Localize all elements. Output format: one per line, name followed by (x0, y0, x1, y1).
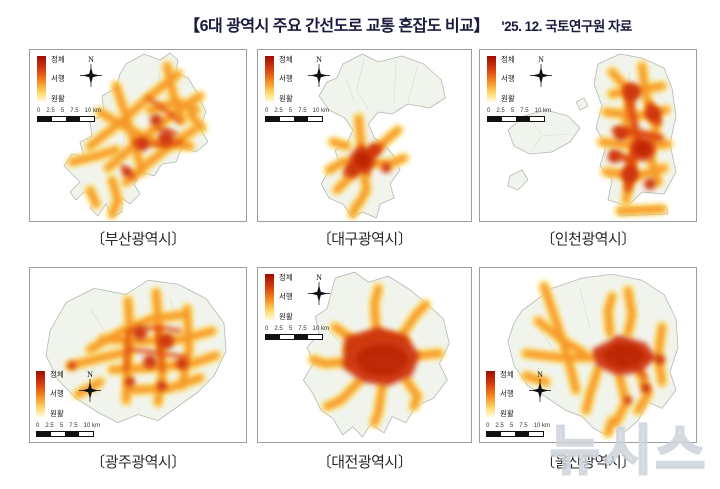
svg-text:N: N (87, 370, 93, 379)
legend-label-slow: 서행 (279, 292, 293, 302)
map-panel-daejeon: 정체 서행 원활 N 0 2.5 5 7.5 10 km (257, 267, 472, 443)
caption-incheon: 〔인천광역시〕 (540, 231, 636, 248)
svg-text:N: N (316, 55, 322, 64)
newsis-watermark: 뉴시스 (549, 420, 709, 483)
scalebar-ticks: 0 2.5 5 7.5 10 km (486, 423, 550, 429)
legend-label-free: 원활 (279, 311, 293, 321)
compass-rose-icon: N (528, 370, 551, 402)
map-panel-ulsan: 정체 서행 원활 N 0 2.5 5 7.5 10 km (479, 267, 697, 443)
caption-busan: 〔부산광역시〕 (90, 231, 186, 248)
svg-text:N: N (316, 273, 322, 282)
compass-rose-icon: N (529, 55, 552, 87)
legend-label-slow: 서행 (279, 74, 293, 84)
compass-rose-icon: N (79, 55, 102, 87)
legend-label-free: 원활 (501, 93, 515, 103)
legend-label-free: 원활 (50, 408, 64, 418)
svg-text:N: N (88, 55, 94, 64)
legend-label-free: 원활 (279, 93, 293, 103)
map-legend: 정체 서행 원활 N 0 2.5 5 7.5 10 km (486, 370, 552, 437)
scalebar-ticks: 0 2.5 5 7.5 10 km (265, 326, 329, 332)
scalebar-ticks: 0 2.5 5 7.5 10 km (487, 108, 551, 114)
daegu-traffic-map (318, 53, 446, 221)
congestion-colorbar (36, 371, 45, 417)
map-legend: 정체 서행 원활 N 0 2.5 5 7.5 10 km (265, 273, 331, 340)
map-legend: 정체 서행 원활 N 0 2.5 5 7.5 10 km (487, 55, 553, 122)
congestion-colorbar (486, 371, 495, 417)
legend-label-congested: 정체 (500, 370, 514, 379)
legend-label-free: 원활 (51, 93, 65, 103)
legend-label-slow: 서행 (500, 389, 514, 399)
scalebar (36, 431, 94, 437)
legend-label-congested: 정체 (501, 55, 515, 64)
congestion-colorbar (37, 56, 46, 102)
scalebar (265, 334, 323, 340)
scalebar (265, 116, 323, 122)
legend-label-slow: 서행 (501, 74, 515, 84)
legend-label-slow: 서행 (51, 74, 65, 84)
compass-rose-icon: N (307, 273, 330, 305)
map-panel-gwangju: 정체 서행 원활 N 0 2.5 5 7.5 10 km (29, 267, 247, 443)
daejeon-traffic-map (302, 271, 450, 438)
map-panel-incheon: 정체 서행 원활 N 0 2.5 5 7.5 10 km (479, 49, 697, 222)
caption-ulsan: 〔울산광역시〕 (540, 454, 636, 471)
scalebar-ticks: 0 2.5 5 7.5 10 km (37, 108, 101, 114)
compass-rose-icon: N (307, 55, 330, 87)
figure-title: 【6대 광역시 주요 간선도로 교통 혼잡도 비교】 '25. 12. 국토연구… (0, 12, 720, 36)
title-source: '25. 12. 국토연구원 자료 (501, 19, 632, 34)
congestion-colorbar (265, 56, 274, 102)
scalebar (487, 116, 545, 122)
legend-label-congested: 정체 (51, 55, 65, 64)
legend-label-slow: 서행 (50, 389, 64, 399)
svg-text:N: N (537, 370, 543, 379)
congestion-colorbar (265, 274, 274, 320)
map-panel-busan: 정체 서행 원활 N 0 2.5 5 7.5 10 km (29, 49, 247, 222)
congestion-colorbar (487, 56, 496, 102)
scalebar-ticks: 0 2.5 5 7.5 10 km (36, 423, 100, 429)
map-legend: 정체 서행 원활 N 0 2.5 5 7.5 10 km (37, 55, 103, 122)
ulsan-traffic-map (507, 273, 679, 442)
title-main: 【6대 광역시 주요 간선도로 교통 혼잡도 비교】 (184, 18, 489, 35)
legend-label-congested: 정체 (279, 55, 293, 64)
caption-daejeon: 〔대전광역시〕 (316, 454, 413, 471)
map-legend: 정체 서행 원활 N 0 2.5 5 7.5 10 km (265, 55, 331, 122)
scalebar-ticks: 0 2.5 5 7.5 10 km (265, 108, 329, 114)
compass-rose-icon: N (78, 370, 101, 402)
svg-text:N: N (538, 55, 544, 64)
legend-label-congested: 정체 (279, 273, 293, 282)
map-legend: 정체 서행 원활 N 0 2.5 5 7.5 10 km (36, 370, 102, 437)
scalebar (37, 116, 95, 122)
caption-daegu: 〔대구광역시〕 (316, 231, 413, 248)
legend-label-free: 원활 (500, 408, 514, 418)
busan-traffic-map (63, 52, 209, 221)
caption-gwangju: 〔광주광역시〕 (90, 454, 186, 471)
scalebar (486, 431, 544, 437)
map-panel-daegu: 정체 서행 원활 N 0 2.5 5 7.5 10 km (257, 49, 472, 222)
legend-label-congested: 정체 (50, 370, 64, 379)
